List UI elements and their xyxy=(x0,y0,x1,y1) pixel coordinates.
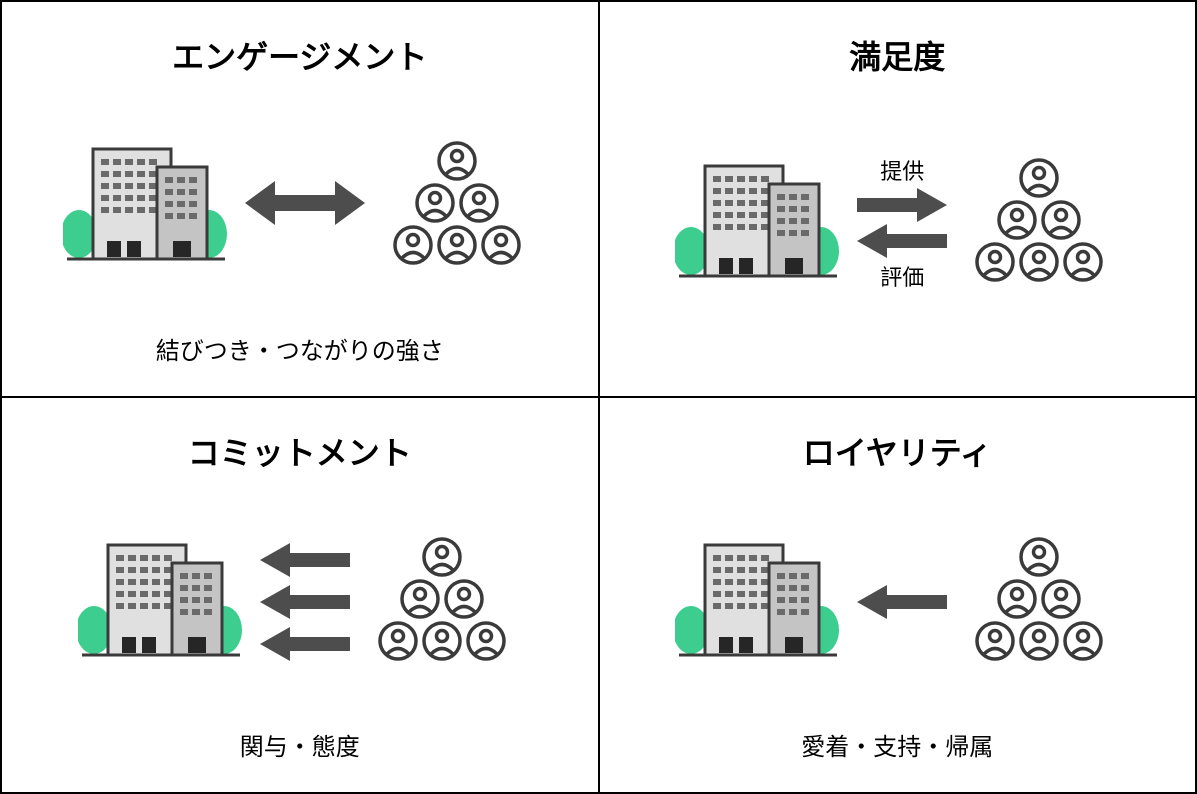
arrow-left-icon xyxy=(260,627,350,661)
title-loyalty: ロイヤリティ xyxy=(803,428,992,474)
building-icon xyxy=(675,158,845,288)
title-commitment: コミットメント xyxy=(188,428,412,474)
arrow-left-icon xyxy=(260,543,350,577)
visual-engagement xyxy=(63,88,537,323)
arrow-stack-satisfaction: 提供 評価 xyxy=(857,154,947,292)
people-pyramid-icon xyxy=(362,537,522,667)
visual-loyalty xyxy=(675,484,1119,719)
arrow-left-icon xyxy=(857,585,947,619)
building-icon xyxy=(675,537,845,667)
arrow-stack-commitment xyxy=(260,543,350,661)
people-pyramid-icon xyxy=(377,141,537,271)
cell-commitment: コミットメント 関与・態度 xyxy=(1,397,599,793)
cell-loyalty: ロイヤリティ 愛着・支持・帰属 xyxy=(599,397,1197,793)
title-satisfaction: 満足度 xyxy=(849,32,945,78)
people-pyramid-icon xyxy=(959,537,1119,667)
bidirectional-arrow-icon xyxy=(245,181,365,231)
cell-engagement: エンゲージメント 結びつき・つながりの強さ xyxy=(1,1,599,397)
caption-commitment: 関与・態度 xyxy=(240,727,360,762)
title-engagement: エンゲージメント xyxy=(172,32,427,78)
visual-commitment xyxy=(78,484,522,719)
concept-grid: エンゲージメント 結びつき・つながりの強さ 満足度 提供 評価 コミットメント xyxy=(0,0,1197,794)
arrow-left-icon xyxy=(857,224,947,258)
arrow-label-provide: 提供 xyxy=(880,154,924,186)
caption-engagement: 結びつき・つながりの強さ xyxy=(156,331,444,366)
arrow-left-icon xyxy=(260,585,350,619)
people-pyramid-icon xyxy=(959,158,1119,288)
arrow-label-evaluate: 評価 xyxy=(880,260,924,292)
cell-satisfaction: 満足度 提供 評価 xyxy=(599,1,1197,397)
building-icon xyxy=(63,141,233,271)
arrow-right-icon xyxy=(857,188,947,222)
visual-satisfaction: 提供 評価 xyxy=(675,88,1119,358)
building-icon xyxy=(78,537,248,667)
caption-loyalty: 愛着・支持・帰属 xyxy=(801,727,993,762)
